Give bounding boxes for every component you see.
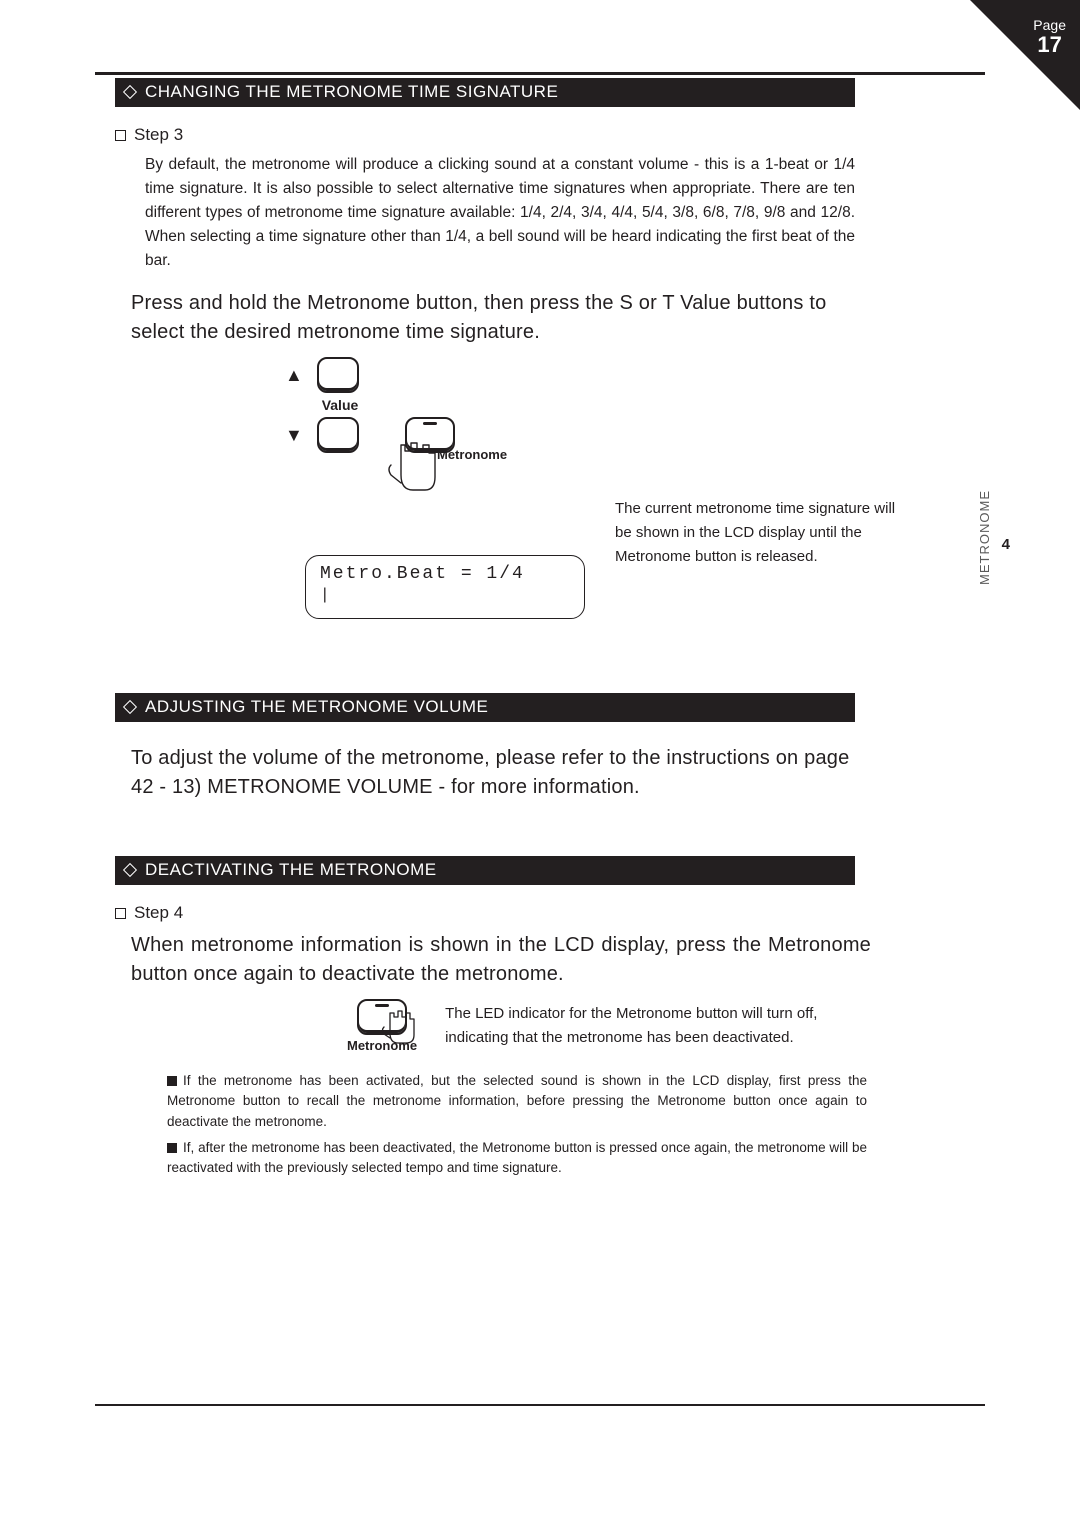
step-text: Step 4 [134,903,183,923]
notes-block: If the metronome has been activated, but… [167,1071,867,1178]
metronome-button-unit: Metronome [347,999,417,1053]
lcd-display: Metro.Beat = 1/4 | [305,555,585,619]
side-tab-number: 4 [1002,536,1010,553]
section-heading-changing-time-signature: CHANGING THE METRONOME TIME SIGNATURE [115,78,855,107]
diagram-time-signature: ▲ Value ▼ Metronome [115,357,905,619]
square-bullet-icon [167,1143,177,1153]
square-bullet-icon [167,1076,177,1086]
step-3-instruction: Press and hold the Metronome button, the… [131,289,871,347]
page-number-badge: Page 17 [1033,18,1066,58]
value-down-button [317,417,359,453]
metronome-button-label: Metronome [437,447,507,462]
diamond-icon [123,700,137,714]
lcd-text: Metro.Beat = 1/4 [320,564,525,584]
note-1: If the metronome has been activated, but… [167,1071,867,1132]
value-up-button [317,357,359,393]
note-2: If, after the metronome has been deactiv… [167,1138,867,1179]
deactivate-diagram: Metronome The LED indicator for the Metr… [347,999,905,1053]
square-bullet-icon [115,908,126,919]
rule-bottom [95,1404,985,1406]
value-label: Value [319,397,361,413]
section-heading-adjusting-volume: ADJUSTING THE METRONOME VOLUME [115,693,855,722]
hand-icon [378,1007,428,1051]
button-diagram: ▲ Value ▼ Metronome [285,357,585,537]
lcd-cursor: | [320,586,570,604]
diamond-icon [123,863,137,877]
side-tab-label: METRONOME [977,490,992,585]
page-number: 17 [1033,33,1066,57]
square-bullet-icon [115,130,126,141]
step-text: Step 3 [134,125,183,145]
manual-page: Page 17 METRONOME 4 CHANGING THE METRONO… [0,0,1080,1526]
section-title: DEACTIVATING THE METRONOME [145,860,437,880]
up-arrow-icon: ▲ [285,365,303,386]
content-column: CHANGING THE METRONOME TIME SIGNATURE St… [115,78,905,1184]
section-heading-deactivating: DEACTIVATING THE METRONOME [115,856,855,885]
step-3-body: By default, the metronome will produce a… [145,153,855,273]
step-4-label: Step 4 [115,903,905,923]
step-3-label: Step 3 [115,125,905,145]
lcd-caption: The current metronome time signature wil… [615,497,905,569]
rule-top [95,72,985,75]
diamond-icon [123,85,137,99]
page-label: Page [1033,17,1066,33]
step-4-instruction: When metronome information is shown in t… [131,931,871,989]
volume-instruction: To adjust the volume of the metronome, p… [131,744,871,802]
deactivate-caption: The LED indicator for the Metronome butt… [445,1002,825,1050]
section-title: ADJUSTING THE METRONOME VOLUME [145,697,488,717]
down-arrow-icon: ▼ [285,425,303,446]
section-title: CHANGING THE METRONOME TIME SIGNATURE [145,82,558,102]
